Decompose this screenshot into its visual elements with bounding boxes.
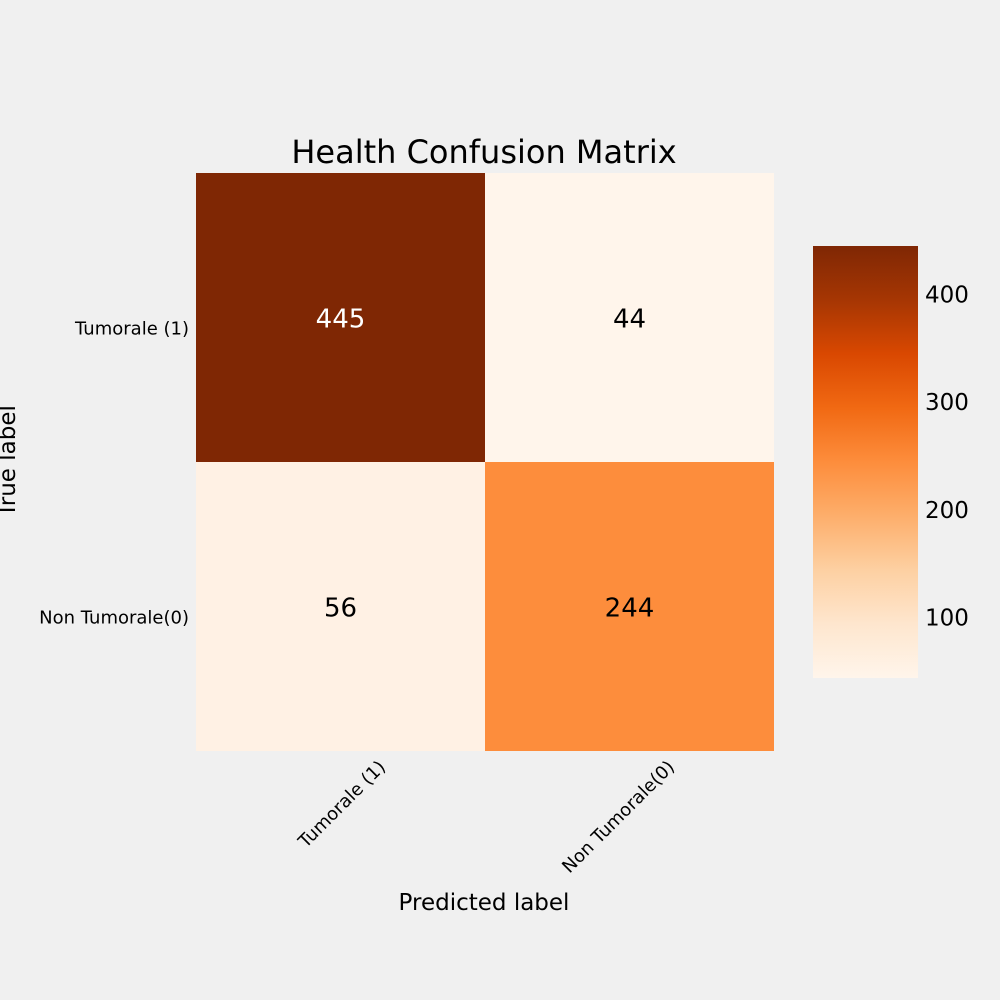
matrix-cell (485, 173, 774, 462)
x-tick-label: Tumorale (1) (294, 757, 390, 853)
cell-value-label: 244 (605, 594, 655, 624)
cell-value-labels: 445 44 56 244 (316, 305, 655, 624)
matrix-cell (196, 462, 485, 751)
colorbar-tick-label: 400 (925, 282, 969, 308)
y-tick-labels: Tumorale (1) Non Tumorale(0) (39, 319, 189, 629)
colorbar-tick-label: 200 (925, 498, 969, 524)
y-axis-label: True label (0, 405, 21, 518)
colorbar-tick-label: 100 (925, 606, 969, 632)
matrix-cell (485, 462, 774, 751)
cell-value-label: 445 (316, 305, 366, 335)
matrix-cell (196, 173, 485, 462)
chart-title: Health Confusion Matrix (291, 133, 676, 171)
y-tick-label: Tumorale (1) (74, 319, 189, 340)
colorbar-tick-label: 300 (925, 390, 969, 416)
cell-value-label: 56 (324, 594, 357, 624)
x-tick-label: Non Tumorale(0) (558, 757, 679, 878)
colorbar-tick-labels: 100 200 300 400 (925, 282, 969, 631)
x-tick-labels: Tumorale (1) Non Tumorale(0) (294, 757, 679, 878)
y-tick-label: Non Tumorale(0) (39, 608, 189, 629)
colorbar (813, 246, 918, 678)
x-axis-label: Predicted label (399, 890, 570, 916)
cell-value-label: 44 (613, 305, 646, 335)
matrix-cells (196, 173, 774, 751)
